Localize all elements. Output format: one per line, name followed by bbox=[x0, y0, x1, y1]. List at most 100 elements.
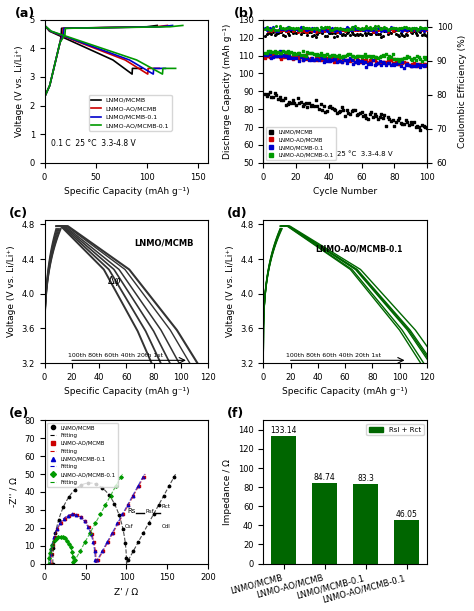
Point bbox=[407, 26, 414, 35]
Point bbox=[320, 24, 328, 34]
Point bbox=[417, 59, 424, 68]
Text: (d): (d) bbox=[227, 207, 248, 220]
Point bbox=[345, 55, 352, 65]
Point bbox=[421, 23, 429, 33]
Point bbox=[302, 51, 310, 60]
Point bbox=[130, 491, 137, 500]
Point bbox=[341, 51, 349, 60]
Point bbox=[391, 54, 398, 64]
Point bbox=[346, 49, 354, 59]
Point bbox=[389, 58, 396, 68]
Point bbox=[320, 101, 328, 111]
Point bbox=[283, 26, 290, 36]
Point bbox=[50, 543, 57, 553]
Point bbox=[359, 25, 367, 35]
Point bbox=[268, 51, 275, 61]
Point bbox=[299, 27, 306, 37]
Point bbox=[337, 106, 344, 116]
Point bbox=[305, 24, 313, 34]
Point bbox=[283, 51, 290, 61]
Point bbox=[397, 28, 405, 38]
Point bbox=[407, 24, 414, 34]
Point bbox=[361, 49, 369, 59]
Point bbox=[346, 24, 354, 34]
Bar bbox=[272, 436, 296, 563]
Point bbox=[277, 48, 285, 58]
Text: 25 °C  3.3-4.8 V: 25 °C 3.3-4.8 V bbox=[337, 151, 392, 156]
Point bbox=[384, 25, 392, 35]
Point bbox=[366, 58, 374, 68]
Point bbox=[399, 59, 406, 68]
Point bbox=[319, 105, 326, 115]
Point bbox=[373, 59, 380, 68]
Point bbox=[281, 24, 288, 34]
Point bbox=[340, 51, 347, 61]
Point bbox=[268, 29, 275, 39]
Point bbox=[64, 536, 71, 546]
Point bbox=[397, 24, 405, 34]
Point bbox=[385, 26, 393, 35]
Point bbox=[367, 59, 375, 69]
Point bbox=[295, 24, 303, 34]
Point bbox=[134, 481, 142, 491]
Point bbox=[59, 503, 67, 513]
Legend: LNMO/MCMB, LNMO-AO/MCMB, LNMO/MCMB-0.1, LNMO-AO/MCMB-0.1: LNMO/MCMB, LNMO-AO/MCMB, LNMO/MCMB-0.1, … bbox=[266, 127, 336, 160]
Point bbox=[333, 27, 341, 37]
Point bbox=[394, 30, 401, 40]
Point bbox=[337, 27, 344, 37]
Point bbox=[99, 546, 107, 556]
Point bbox=[333, 31, 341, 40]
Point bbox=[304, 27, 311, 37]
Point bbox=[381, 59, 388, 68]
Point bbox=[389, 23, 396, 33]
Point bbox=[124, 555, 132, 565]
Point bbox=[92, 479, 100, 489]
Point bbox=[419, 60, 426, 70]
Point bbox=[415, 24, 423, 34]
Point bbox=[279, 31, 287, 40]
Point bbox=[383, 49, 390, 59]
Point bbox=[338, 103, 346, 112]
Point bbox=[331, 51, 339, 60]
Point bbox=[295, 98, 303, 108]
Point bbox=[268, 48, 275, 57]
Point bbox=[353, 24, 360, 34]
Point bbox=[322, 26, 329, 35]
Point bbox=[310, 55, 318, 65]
Point bbox=[413, 24, 421, 34]
Point bbox=[87, 529, 95, 539]
Point bbox=[309, 100, 316, 110]
Point bbox=[294, 23, 301, 33]
Point bbox=[369, 24, 377, 34]
Point bbox=[325, 26, 333, 35]
Point bbox=[53, 524, 61, 534]
Text: 84.74: 84.74 bbox=[314, 473, 336, 481]
Point bbox=[379, 31, 387, 41]
Point bbox=[361, 111, 369, 120]
Point bbox=[356, 24, 364, 34]
Point bbox=[277, 51, 285, 60]
Point bbox=[281, 47, 288, 57]
Point bbox=[373, 24, 380, 34]
Point bbox=[266, 23, 273, 33]
Point bbox=[289, 23, 297, 33]
Point bbox=[365, 23, 372, 33]
Point bbox=[395, 113, 403, 123]
Point bbox=[361, 23, 369, 33]
Point bbox=[297, 52, 305, 62]
Point bbox=[420, 23, 428, 32]
Point bbox=[274, 47, 282, 57]
Text: (c): (c) bbox=[9, 207, 27, 220]
Point bbox=[420, 121, 428, 131]
Point bbox=[307, 53, 315, 63]
Point bbox=[338, 57, 346, 67]
Point bbox=[327, 54, 334, 64]
Point bbox=[367, 24, 375, 34]
Point bbox=[322, 31, 329, 40]
Point bbox=[395, 23, 403, 33]
Point bbox=[281, 93, 288, 103]
Point bbox=[415, 26, 423, 35]
Point bbox=[297, 24, 305, 34]
Point bbox=[358, 107, 365, 117]
Point bbox=[356, 56, 364, 66]
